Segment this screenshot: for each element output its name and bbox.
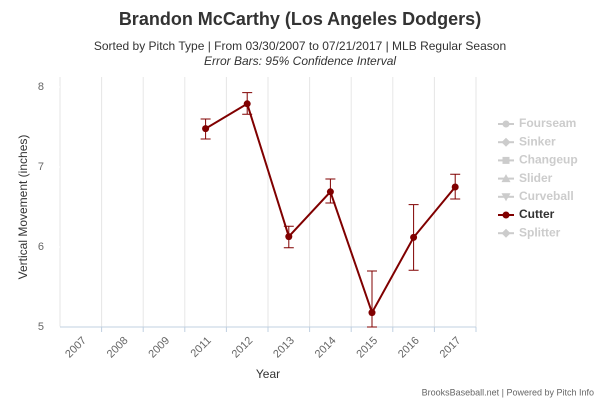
data-point (326, 188, 334, 196)
legend-label: Changeup (519, 153, 578, 167)
legend-symbol (501, 228, 511, 238)
series-line (205, 102, 456, 316)
legend-symbol (501, 137, 511, 147)
y-tick-label: 6 (38, 241, 44, 253)
x-tick-label: 2017 (438, 335, 464, 361)
legend-label: Slider (519, 171, 553, 185)
legend-symbol (502, 211, 510, 219)
x-tick-label: 2014 (313, 335, 339, 361)
legend-symbol (501, 174, 511, 183)
legend-label: Splitter (519, 225, 561, 239)
chart-title: Brandon McCarthy (Los Angeles Dodgers) (119, 9, 481, 29)
note: Error Bars: 95% Confidence Interval (204, 54, 396, 68)
credit: BrooksBaseball.net | Powered by Pitch In… (422, 387, 594, 397)
data-point (368, 309, 376, 317)
legend-symbol (502, 120, 510, 128)
x-tick-label: 2011 (189, 335, 214, 360)
x-tick-label: 2015 (354, 335, 380, 361)
x-tick-label: 2008 (105, 335, 131, 361)
legend-label: Sinker (519, 134, 556, 148)
x-tick-label: 2009 (146, 335, 172, 361)
data-point (285, 233, 293, 241)
data-point (202, 125, 210, 133)
x-tick-label: 2007 (63, 335, 89, 361)
y-tick-label: 8 (38, 81, 44, 93)
legend-label: Fourseam (519, 116, 576, 130)
data-point (243, 100, 251, 108)
x-tick-label: 2012 (230, 335, 256, 361)
y-tick-label: 7 (38, 161, 44, 173)
data-point (410, 233, 418, 241)
subtitle: Sorted by Pitch Type | From 03/30/2007 t… (94, 39, 506, 53)
y-tick-label: 5 (38, 321, 44, 333)
legend-symbol (502, 156, 510, 164)
data-point (451, 183, 459, 191)
error-bar (367, 270, 377, 328)
legend-label: Curveball (519, 189, 574, 203)
x-tick-label: 2013 (271, 335, 297, 361)
y-axis-title: Vertical Movement (inches) (16, 135, 30, 280)
x-axis-title: Year (256, 367, 280, 381)
legend-label: Cutter (519, 207, 555, 221)
x-tick-label: 2016 (396, 335, 422, 361)
legend-symbol (501, 193, 511, 202)
